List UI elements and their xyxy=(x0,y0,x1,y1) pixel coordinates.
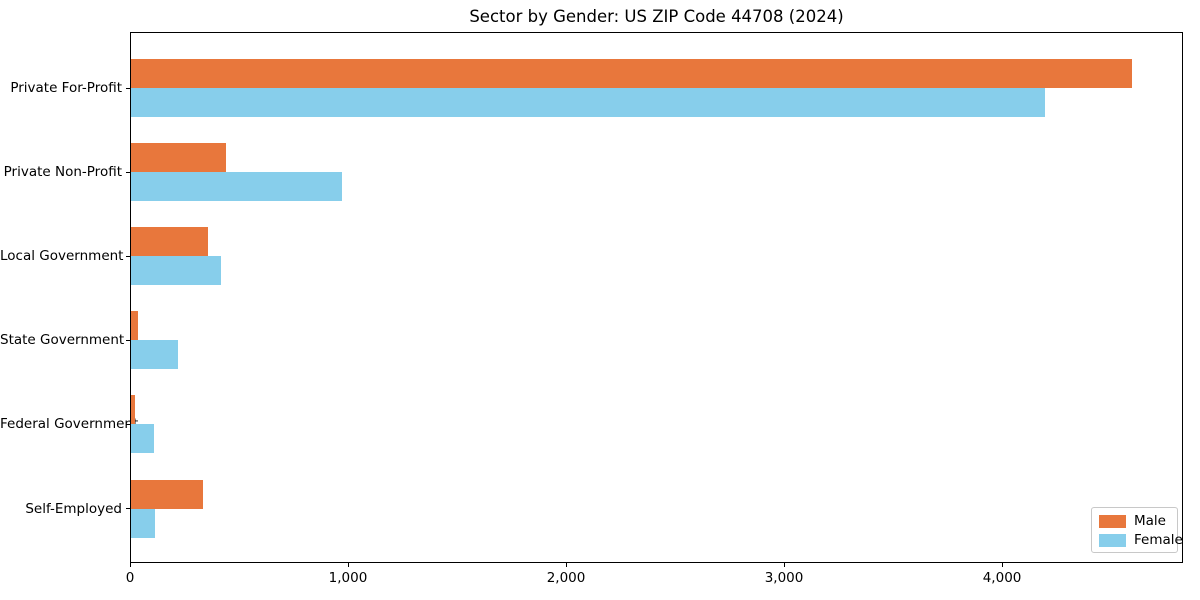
bar-male-federal-government xyxy=(131,395,135,425)
y-axis-tick-state-government xyxy=(126,339,130,341)
bar-male-local-government xyxy=(131,227,209,257)
legend-swatch-female xyxy=(1099,534,1126,547)
x-axis-tick-label-4000: 4,000 xyxy=(982,570,1022,586)
y-axis-tick-local-government xyxy=(126,255,130,257)
y-axis-label-private-non-profit: Private Non-Profit xyxy=(3,164,122,181)
bar-female-local-government xyxy=(131,256,222,286)
x-axis-tick-label-3000: 3,000 xyxy=(764,570,804,586)
y-axis-label-state-government: State Government xyxy=(0,332,125,349)
bar-female-private-for-profit xyxy=(131,88,1045,117)
bar-female-self-employed xyxy=(131,508,155,538)
chart-title: Sector by Gender: US ZIP Code 44708 (202… xyxy=(469,7,844,26)
bar-female-private-non-profit xyxy=(131,172,343,202)
y-axis-tick-private-for-profit xyxy=(126,87,130,89)
bar-female-state-government xyxy=(131,340,178,370)
bar-male-state-government xyxy=(131,311,138,341)
x-axis-tick-label-2000: 2,000 xyxy=(546,570,586,586)
x-axis-tick-label-1000: 1,000 xyxy=(328,570,368,586)
plot-area xyxy=(130,32,1183,563)
y-axis-label-self-employed: Self-Employed xyxy=(25,500,122,517)
bar-female-federal-government xyxy=(131,424,154,454)
y-axis-label-local-government: Local Government xyxy=(0,248,124,265)
x-axis-tick-4000 xyxy=(1001,563,1003,567)
y-axis-tick-private-non-profit xyxy=(126,171,130,173)
y-axis-label-private-for-profit: Private For-Profit xyxy=(10,80,122,96)
y-axis-tick-federal-government xyxy=(126,423,130,425)
legend: Male Female xyxy=(1091,507,1183,553)
x-axis-tick-label-0: 0 xyxy=(125,570,135,586)
x-axis-tick-3000 xyxy=(783,563,785,567)
bar-male-private-for-profit xyxy=(131,59,1132,88)
x-axis-tick-2000 xyxy=(565,563,567,567)
legend-swatch-male xyxy=(1099,515,1126,528)
bar-male-self-employed xyxy=(131,479,203,509)
legend-item-female: Female xyxy=(1099,531,1183,550)
legend-label-male: Male xyxy=(1134,513,1166,529)
legend-label-female: Female xyxy=(1134,532,1183,548)
legend-item-male: Male xyxy=(1099,512,1177,531)
x-axis-tick-1000 xyxy=(347,563,349,567)
y-axis-label-federal-government: Federal Government xyxy=(0,416,139,433)
bar-male-private-non-profit xyxy=(131,143,226,173)
y-axis-tick-self-employed xyxy=(126,508,130,509)
x-axis-tick-0 xyxy=(129,563,131,567)
